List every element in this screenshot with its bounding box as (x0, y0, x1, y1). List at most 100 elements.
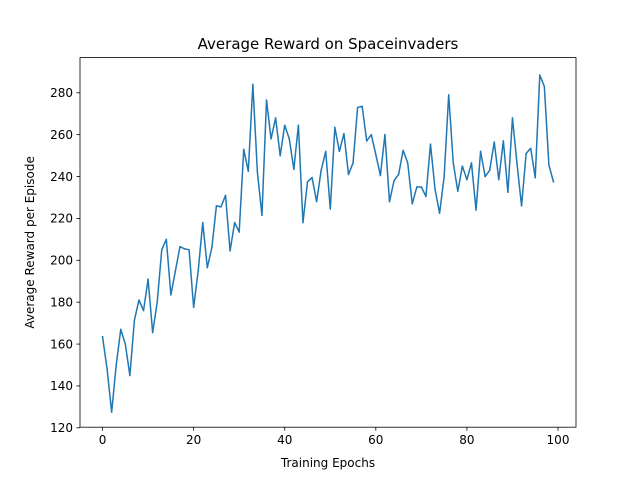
data-point (361, 105, 363, 108)
data-point (356, 106, 359, 109)
data-point (352, 162, 354, 164)
data-point (142, 309, 145, 312)
y-axis-label: Average Reward per Episode (23, 156, 37, 328)
data-point (306, 181, 309, 183)
y-tick-label: 260 (50, 128, 73, 142)
data-point (147, 278, 149, 280)
data-point (470, 162, 473, 164)
data-point (247, 170, 250, 173)
data-point (493, 141, 495, 143)
data-point (375, 153, 377, 156)
data-point (120, 328, 122, 331)
data-point (452, 162, 454, 164)
data-point (211, 246, 213, 249)
data-point (224, 194, 227, 197)
data-point (338, 150, 341, 153)
data-point (156, 301, 158, 303)
data-point (552, 181, 555, 183)
data-point (274, 117, 277, 119)
data-point (270, 138, 272, 140)
data-point (252, 83, 254, 86)
data-point (534, 176, 536, 179)
data-point (475, 209, 477, 211)
data-point (502, 140, 505, 142)
data-point (124, 343, 127, 345)
data-point (320, 169, 322, 172)
data-point (516, 163, 518, 165)
data-point (379, 174, 382, 177)
y-tick-label: 140 (50, 379, 73, 393)
data-point (447, 94, 450, 96)
data-point (507, 191, 509, 193)
data-point (297, 124, 300, 126)
data-point (183, 248, 186, 250)
data-point (206, 266, 209, 269)
data-point (265, 99, 268, 101)
data-point (397, 173, 400, 176)
data-point (334, 126, 336, 129)
data-point (256, 171, 259, 174)
data-point (129, 374, 131, 377)
data-point (343, 132, 345, 135)
data-point (242, 148, 245, 151)
data-point (220, 206, 222, 208)
data-point (170, 294, 172, 296)
data-point (525, 152, 527, 155)
plot-frame (79, 57, 577, 428)
data-point (174, 270, 177, 272)
data-point (548, 164, 550, 166)
y-tick-label: 280 (50, 86, 73, 100)
data-point (133, 319, 136, 321)
data-point (370, 133, 373, 136)
y-tick-label: 180 (50, 295, 73, 309)
data-point (461, 165, 464, 167)
data-point (406, 162, 409, 164)
data-point (543, 85, 546, 88)
data-point (293, 168, 295, 170)
data-point (324, 150, 327, 153)
data-point (384, 133, 386, 136)
data-point (425, 195, 427, 198)
data-point (393, 179, 395, 182)
data-point (233, 221, 236, 224)
data-point (420, 186, 423, 188)
data-point (466, 178, 468, 181)
data-point (192, 306, 195, 309)
data-point (329, 208, 332, 210)
data-point (347, 173, 350, 176)
data-point (261, 214, 263, 217)
data-point (302, 221, 304, 224)
data-point (106, 368, 108, 370)
data-point (438, 212, 441, 214)
data-point (488, 169, 491, 172)
data-point (151, 331, 154, 334)
data-point (229, 250, 231, 252)
y-tick-label: 220 (50, 212, 73, 226)
data-point (202, 221, 204, 224)
x-tick-label: 80 (459, 433, 474, 447)
y-tick-label: 120 (50, 421, 73, 435)
data-point (315, 200, 318, 203)
data-point (479, 150, 482, 153)
data-point (529, 147, 532, 150)
y-tick-label: 240 (50, 170, 73, 184)
data-point (283, 124, 286, 126)
data-point (161, 249, 163, 251)
data-point (110, 411, 113, 413)
data-point (101, 335, 104, 338)
data-point (279, 154, 281, 157)
y-tick-label: 200 (50, 254, 73, 268)
x-tick-label: 60 (368, 433, 383, 447)
data-point (188, 249, 190, 251)
data-point (115, 364, 117, 366)
x-tick-label: 40 (277, 433, 292, 447)
data-point (511, 117, 514, 119)
data-point (288, 138, 291, 140)
data-point (311, 176, 313, 179)
data-point (215, 205, 218, 207)
x-axis-label: Training Epochs (280, 456, 375, 470)
data-point (434, 188, 436, 190)
data-point (498, 178, 500, 181)
data-point (165, 238, 168, 241)
